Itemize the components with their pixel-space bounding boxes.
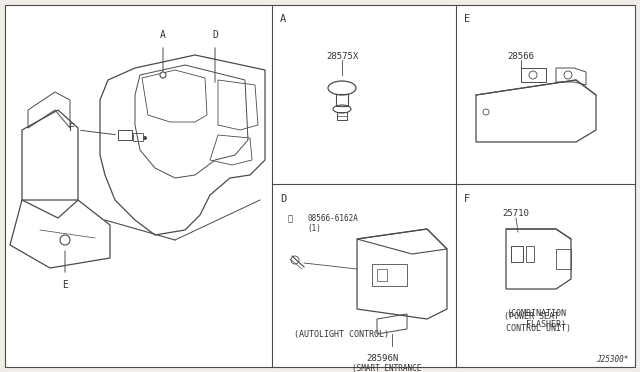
Text: 25710: 25710 [502, 209, 529, 218]
Text: (COMBINATION: (COMBINATION [506, 309, 566, 318]
Bar [372, 264, 407, 286]
Text: Ⓢ: Ⓢ [287, 214, 292, 223]
Text: (SMART ENTRANCE: (SMART ENTRANCE [352, 364, 422, 372]
Text: A: A [280, 14, 286, 24]
Bar [133, 133, 143, 141]
Text: 28596N: 28596N [366, 354, 398, 363]
Circle shape [143, 136, 147, 140]
Text: D: D [280, 194, 286, 204]
Bar [526, 246, 534, 262]
Text: 08566-6162A: 08566-6162A [307, 214, 358, 223]
Text: D: D [212, 30, 218, 40]
Text: (1): (1) [307, 224, 321, 233]
Bar [511, 246, 523, 262]
Circle shape [160, 72, 166, 78]
Text: E: E [62, 280, 68, 290]
Bar [336, 94, 348, 106]
Bar [556, 249, 571, 269]
Text: A: A [160, 30, 166, 40]
Bar [377, 269, 387, 281]
Text: (POWER SEAT: (POWER SEAT [504, 312, 559, 321]
Text: J25300*: J25300* [596, 355, 628, 364]
Text: CONTROL UNIT): CONTROL UNIT) [491, 324, 571, 334]
Text: FLASHER): FLASHER) [506, 320, 566, 329]
Text: (AUTOLIGHT CONTROL): (AUTOLIGHT CONTROL) [294, 330, 390, 339]
Text: F: F [69, 123, 75, 133]
Text: 28566: 28566 [508, 52, 534, 61]
Text: E: E [464, 14, 470, 24]
Bar [118, 130, 132, 140]
Bar [337, 112, 347, 120]
Text: F: F [464, 194, 470, 204]
Text: 28575X: 28575X [326, 52, 358, 61]
